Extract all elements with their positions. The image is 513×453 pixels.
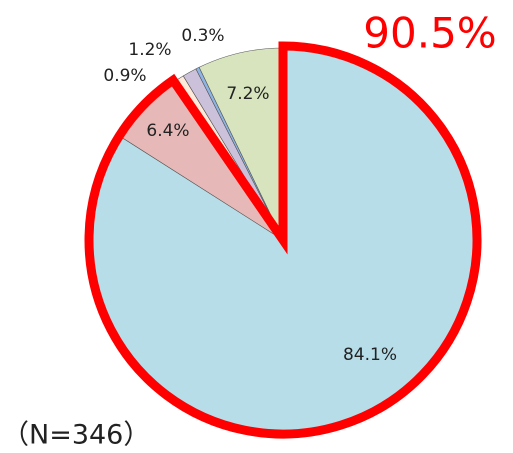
data-label: 0.3% bbox=[181, 26, 224, 46]
data-label: 0.9% bbox=[103, 66, 146, 86]
data-label: 1.2% bbox=[128, 40, 171, 60]
data-label: 6.4% bbox=[146, 121, 189, 141]
highlight-outline bbox=[84, 41, 482, 439]
data-label: 7.2% bbox=[226, 84, 269, 104]
note: （N=346） bbox=[2, 420, 150, 451]
annotation: 90.5% bbox=[363, 9, 496, 58]
data-label: 84.1% bbox=[343, 345, 397, 365]
